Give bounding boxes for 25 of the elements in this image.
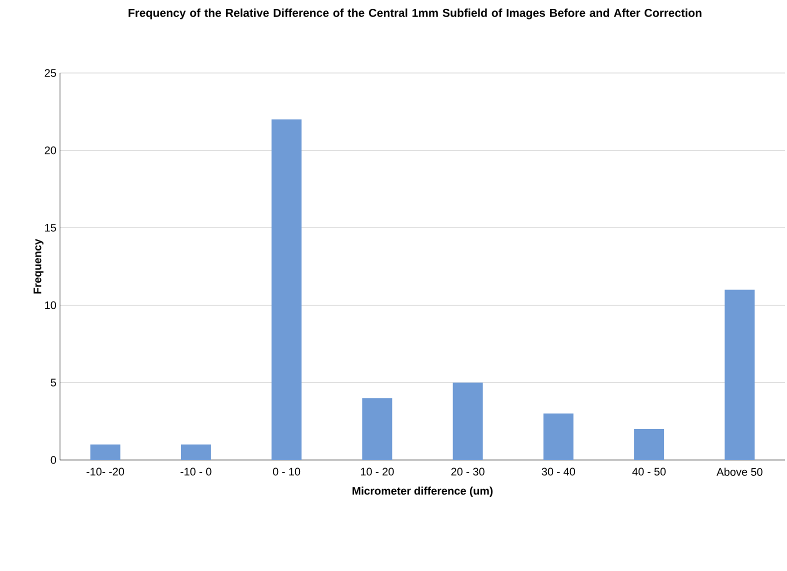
y-tick-label: 15 — [45, 224, 56, 232]
bar — [362, 398, 392, 460]
bar — [543, 414, 574, 460]
bar — [272, 119, 302, 460]
y-axis-title: Frequency — [34, 238, 44, 294]
y-tick-label: 20 — [44, 146, 56, 154]
x-tick-label: -10 - 0 — [180, 468, 212, 476]
x-axis-title: Micrometer difference (um) — [352, 486, 493, 497]
x-tick-label: 20 - 30 — [451, 468, 484, 476]
bar — [634, 429, 664, 460]
chart-title: Frequency of the Relative Difference of the Central 1mm Subfield of Images Before and After Correction — [128, 8, 702, 20]
x-tick-label: 0 - 10 — [272, 468, 300, 476]
bar — [724, 290, 755, 460]
bar — [452, 382, 483, 460]
bar — [180, 444, 211, 460]
x-tick-label: -10- -20 — [86, 468, 124, 476]
bar — [90, 444, 120, 460]
x-tick-label: 30 - 40 — [542, 468, 576, 476]
y-tick-label: 10 — [45, 301, 56, 310]
x-tick-label: 40 - 50 — [632, 468, 666, 476]
x-tick-label: 10 - 20 — [360, 468, 394, 476]
x-tick-label: Above 50 — [716, 468, 762, 476]
y-tick-label: 25 — [44, 69, 56, 77]
y-tick-label: 5 — [50, 378, 56, 386]
y-tick-label: 0 — [50, 456, 56, 464]
